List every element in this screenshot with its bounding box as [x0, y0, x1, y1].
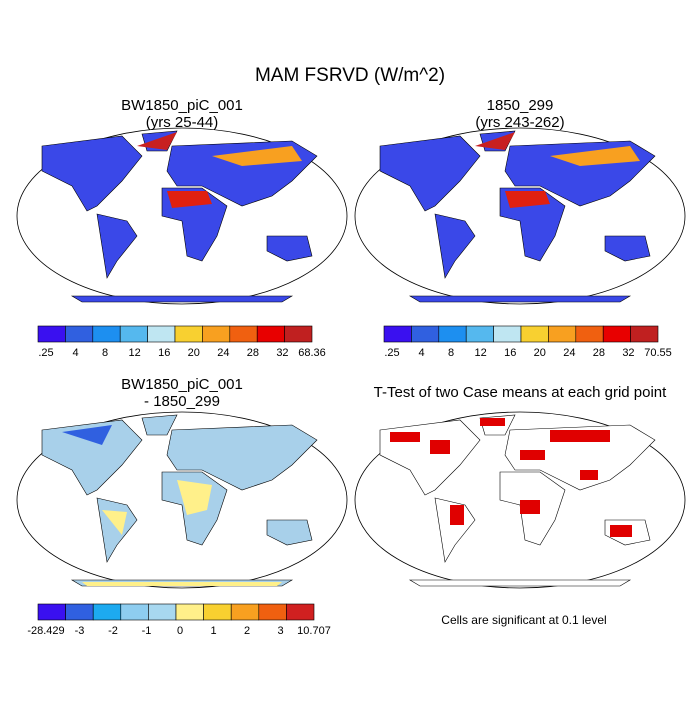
- colorbar-box: [286, 603, 315, 621]
- colorbar-label: 8: [448, 347, 454, 359]
- colorbar-box: [37, 325, 66, 343]
- colorbar-label: 1: [210, 625, 216, 637]
- colorbar-label: 8: [102, 347, 108, 359]
- colorbar-box: [548, 325, 577, 343]
- colorbar-label: 24: [217, 347, 229, 359]
- colorbar-label: 68.36: [298, 347, 326, 359]
- colorbar-label: 20: [188, 347, 200, 359]
- colorbar-label: 70.55: [644, 347, 672, 359]
- colorbar-label: 32: [622, 347, 634, 359]
- colorbar-box: [438, 325, 467, 343]
- note: Cells are significant at 0.1 level: [441, 613, 606, 627]
- colorbar-box: [175, 603, 204, 621]
- colorbar-label: 12: [475, 347, 487, 359]
- panel-title: 1850_299: [487, 97, 554, 114]
- colorbar-box: [203, 603, 232, 621]
- colorbar-box: [92, 603, 122, 621]
- colorbar-label: 16: [504, 347, 516, 359]
- map: [16, 127, 348, 305]
- panel-title: T-Test of two Case means at each grid po…: [374, 384, 667, 401]
- colorbar-label: 28: [593, 347, 605, 359]
- figure-title: MAM FSRVD (W/m^2): [255, 65, 445, 86]
- colorbar-box: [92, 325, 121, 343]
- map: [16, 411, 348, 589]
- colorbar-box: [602, 325, 631, 343]
- colorbar-box: [202, 325, 231, 343]
- colorbar-box: [147, 325, 176, 343]
- panel-subtitle: (yrs 25-44): [146, 114, 219, 131]
- colorbar-label: -3: [75, 625, 85, 637]
- colorbar-label: 28: [247, 347, 259, 359]
- colorbar-label: .25: [384, 347, 399, 359]
- colorbar-label: -1: [142, 625, 152, 637]
- colorbar-box: [575, 325, 604, 343]
- colorbar-box: [465, 325, 494, 343]
- colorbar-label: 32: [276, 347, 288, 359]
- colorbar-label: 10.707: [297, 625, 331, 637]
- colorbar-box: [230, 603, 260, 621]
- colorbar-box: [120, 603, 149, 621]
- colorbar-box: [148, 603, 177, 621]
- colorbar-box: [256, 325, 285, 343]
- map: [354, 127, 686, 305]
- colorbar-box: [284, 325, 313, 343]
- panel-title: BW1850_piC_001: [121, 376, 243, 393]
- colorbar-box: [65, 603, 94, 621]
- colorbar-label: -28.429: [27, 625, 64, 637]
- colorbar-box: [493, 325, 522, 343]
- colorbar-label: 16: [158, 347, 170, 359]
- colorbar-label: 12: [129, 347, 141, 359]
- map: [354, 411, 686, 589]
- panel-subtitle: - 1850_299: [144, 393, 220, 410]
- colorbar-box: [229, 325, 258, 343]
- colorbar-label: 4: [418, 347, 424, 359]
- colorbar-box: [383, 325, 412, 343]
- colorbar-box: [174, 325, 203, 343]
- colorbar-box: [37, 603, 66, 621]
- colorbar-box: [411, 325, 440, 343]
- colorbar-box: [520, 325, 549, 343]
- colorbar-label: 20: [534, 347, 546, 359]
- colorbar-box: [630, 325, 659, 343]
- panel-subtitle: (yrs 243-262): [475, 114, 564, 131]
- colorbar-label: .25: [38, 347, 53, 359]
- colorbar-label: -2: [108, 625, 118, 637]
- colorbar-label: 24: [563, 347, 575, 359]
- colorbar-box: [65, 325, 94, 343]
- colorbar-label: 4: [72, 347, 78, 359]
- colorbar-label: 3: [277, 625, 283, 637]
- panel-title: BW1850_piC_001: [121, 97, 243, 114]
- colorbar-label: 2: [244, 625, 250, 637]
- colorbar-label: 0: [177, 625, 183, 637]
- colorbar-box: [258, 603, 287, 621]
- colorbar-box: [119, 325, 148, 343]
